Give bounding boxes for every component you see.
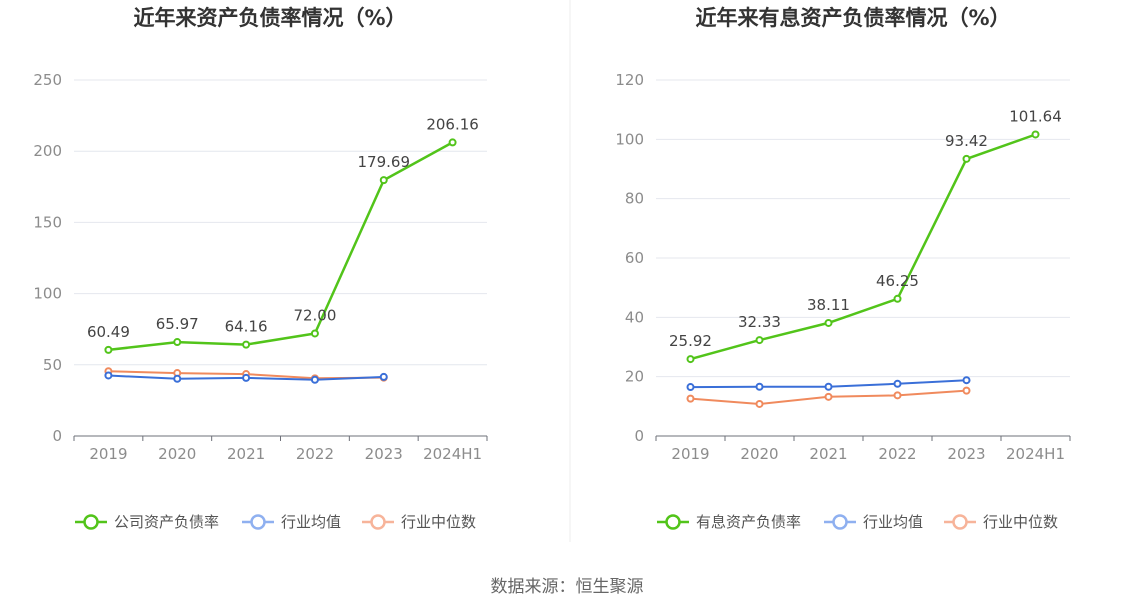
data-point [962,376,971,385]
data-label: 64.16 [225,318,268,336]
legend-circle-icon [665,514,681,530]
debt-ratio-chart: 近年来资产负债率情况（%） 0 50 100 150 200 250 2019 2020 202… [33,6,488,531]
chart-title: 近年来有息资产负债率情况（%） [695,6,1010,30]
data-point [242,340,251,349]
data-label: 179.69 [358,153,411,171]
legend-label: 行业均值 [863,513,923,531]
y-tick-label: 200 [33,142,62,160]
y-tick-label: 0 [52,427,62,445]
y-tick-label: 100 [615,130,644,148]
legend-item[interactable]: 行业中位数 [362,513,476,531]
data-label: 206.16 [426,115,479,133]
data-point [379,372,388,381]
y-tick-label: 50 [43,356,62,374]
data-point [962,386,971,395]
data-point [755,336,764,345]
x-tick-label: 2020 [158,445,196,463]
data-label: 72.00 [293,306,336,324]
y-tick-label: 20 [625,368,644,386]
data-label: 65.97 [156,315,199,333]
y-tick-label: 250 [33,71,62,89]
y-tick-label: 0 [634,427,644,445]
data-point [893,391,902,400]
x-tick-label: 2023 [365,445,403,463]
data-point [962,154,971,163]
legend-circle-icon [370,514,386,530]
y-tick-label: 60 [625,249,644,267]
legend-item[interactable]: 行业均值 [242,513,341,531]
data-point [242,373,251,382]
data-point [173,338,182,347]
legend-item[interactable]: 行业中位数 [944,513,1058,531]
data-point [686,383,695,392]
data-label: 38.11 [807,296,850,314]
legend-label: 行业中位数 [983,513,1058,531]
y-tick-label: 120 [615,71,644,89]
data-point [755,382,764,391]
y-tick-label: 100 [33,285,62,303]
data-point [448,138,457,147]
data-point [893,379,902,388]
chart-title: 近年来资产负债率情况（%） [133,6,406,30]
x-tick-label: 2020 [740,445,778,463]
legend-label: 有息资产负债率 [696,513,801,531]
data-point [104,371,113,380]
data-label: 25.92 [669,332,712,350]
x-tick-label: 2022 [296,445,334,463]
data-point [1031,130,1040,139]
data-label: 32.33 [738,313,781,331]
data-point [755,399,764,408]
x-tick-label: 2023 [947,445,985,463]
x-tick-label: 2022 [878,445,916,463]
series-line [690,133,1036,361]
x-tick-label: 2019 [89,445,127,463]
data-point [824,318,833,327]
data-point [824,392,833,401]
x-tick-label: 2024H1 [423,445,482,463]
legend-label: 公司资产负债率 [114,513,219,531]
data-point [310,329,319,338]
data-point [686,394,695,403]
y-tick-label: 150 [33,213,62,231]
data-point [824,382,833,391]
legend-item[interactable]: 行业均值 [824,513,923,531]
x-tick-label: 2024H1 [1006,445,1065,463]
data-label: 60.49 [87,323,130,341]
series-line [108,141,454,352]
legend-circle-icon [250,514,266,530]
data-point [686,355,695,364]
legend-label: 行业均值 [281,513,341,531]
data-point [379,176,388,185]
legend-circle-icon [83,514,99,530]
legend-circle-icon [952,514,968,530]
legend-circle-icon [832,514,848,530]
y-tick-label: 40 [625,308,644,326]
data-label: 93.42 [945,132,988,150]
legend-item[interactable]: 公司资产负债率 [75,513,219,531]
interest-bearing-debt-ratio-chart: 近年来有息资产负债率情况（%） 0 20 40 60 80 100 120 2019 2020 2… [615,6,1071,531]
data-point [893,294,902,303]
data-label: 101.64 [1009,107,1062,125]
x-tick-label: 2021 [809,445,847,463]
data-point [104,345,113,354]
data-label: 46.25 [876,272,919,290]
data-source-label: 数据来源：恒生聚源 [491,577,644,597]
y-tick-label: 80 [625,190,644,208]
legend-label: 行业中位数 [401,513,476,531]
x-tick-label: 2021 [227,445,265,463]
x-tick-label: 2019 [671,445,709,463]
legend-item[interactable]: 有息资产负债率 [657,513,801,531]
data-point [310,375,319,384]
data-point [173,374,182,383]
